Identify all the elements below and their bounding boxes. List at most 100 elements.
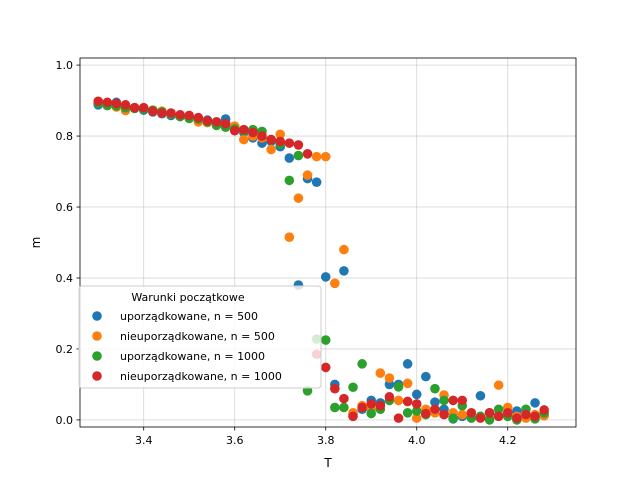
data-point [439, 409, 449, 420]
legend-box [78, 285, 322, 389]
data-point [311, 177, 322, 187]
data-point [411, 413, 422, 423]
y-tick-label: 0.6 [56, 201, 74, 214]
data-points [93, 96, 549, 425]
data-point [430, 397, 440, 407]
data-point [93, 96, 104, 107]
legend-marker [92, 371, 102, 381]
data-point [248, 127, 258, 138]
data-point [411, 406, 422, 416]
legend-label: nieuporządkowane, n = 500 [120, 330, 275, 343]
axes-frame [79, 57, 577, 428]
data-point [348, 382, 358, 393]
data-point [384, 392, 395, 402]
data-point [339, 393, 349, 404]
data-point [448, 395, 458, 406]
legend-marker [92, 331, 102, 341]
data-point [293, 150, 304, 161]
data-point [393, 382, 404, 392]
data-point [275, 129, 286, 140]
data-point [521, 409, 531, 420]
x-tick-label: 4.2 [499, 434, 517, 447]
data-point [475, 413, 486, 423]
legend-marker [92, 351, 102, 361]
data-point [284, 138, 295, 148]
data-point [502, 408, 513, 418]
data-point [375, 368, 386, 378]
data-point [202, 116, 213, 126]
data-point [275, 136, 286, 147]
x-tick-label: 3.6 [226, 434, 244, 447]
data-point [457, 395, 468, 406]
data-point [320, 335, 331, 345]
data-point [284, 153, 295, 163]
data-point [257, 131, 267, 141]
data-point [530, 398, 540, 408]
data-point [339, 402, 349, 413]
legend-label: uporządkowane, n = 1000 [120, 350, 265, 363]
data-point [402, 408, 413, 418]
data-point [411, 399, 422, 409]
data-point [530, 411, 540, 422]
data-point [111, 98, 122, 109]
legend: Warunki początkowe uporządkowane, n = 50… [78, 285, 322, 389]
data-point [320, 151, 331, 162]
data-point [484, 408, 495, 418]
data-point [320, 272, 331, 282]
x-tick-label: 3.4 [135, 434, 153, 447]
y-tick-label: 0.0 [56, 414, 74, 427]
data-point [184, 110, 195, 121]
y-axis-label: m [29, 237, 43, 249]
data-point [430, 404, 440, 415]
data-point [320, 362, 331, 373]
data-point [466, 408, 477, 418]
data-point [193, 112, 204, 123]
y-tick-label: 0.8 [56, 130, 74, 143]
data-point [421, 408, 431, 419]
legend-label: nieuporządkowane, n = 1000 [120, 370, 282, 383]
data-point [539, 405, 549, 415]
data-point [493, 411, 504, 422]
data-point [330, 278, 340, 289]
legend-entries: uporządkowane, n = 500 nieuporządkowane, … [92, 310, 282, 383]
data-point [357, 359, 367, 369]
x-tick-label: 3.8 [317, 434, 335, 447]
data-point [266, 134, 276, 145]
data-point [311, 151, 322, 162]
data-point [266, 144, 276, 155]
data-point [239, 134, 249, 145]
data-point [366, 408, 377, 419]
data-point [457, 409, 468, 420]
data-point [138, 102, 149, 113]
legend-label: uporządkowane, n = 500 [120, 310, 258, 323]
y-tick-label: 0.2 [56, 343, 74, 356]
data-point [493, 404, 504, 415]
data-point [339, 244, 349, 255]
data-point [284, 175, 295, 186]
data-point [375, 400, 386, 411]
grid [80, 58, 576, 427]
data-point [339, 266, 349, 276]
data-point [211, 117, 222, 127]
data-point [484, 415, 495, 425]
data-point [421, 371, 431, 382]
data-point [157, 108, 167, 118]
data-point [366, 399, 377, 409]
data-point [430, 383, 440, 394]
data-point [293, 193, 304, 203]
data-point [284, 232, 295, 242]
y-tick-label: 0.4 [56, 272, 74, 285]
data-point [493, 380, 504, 390]
data-point [129, 102, 140, 113]
data-point [475, 390, 486, 401]
x-axis-label: T [323, 456, 332, 470]
data-point [239, 124, 249, 135]
data-point [293, 140, 304, 150]
data-point [402, 396, 413, 407]
data-point [148, 106, 158, 117]
data-point [102, 97, 113, 108]
legend-marker [92, 311, 102, 321]
data-point [302, 170, 313, 180]
data-point [120, 100, 131, 110]
